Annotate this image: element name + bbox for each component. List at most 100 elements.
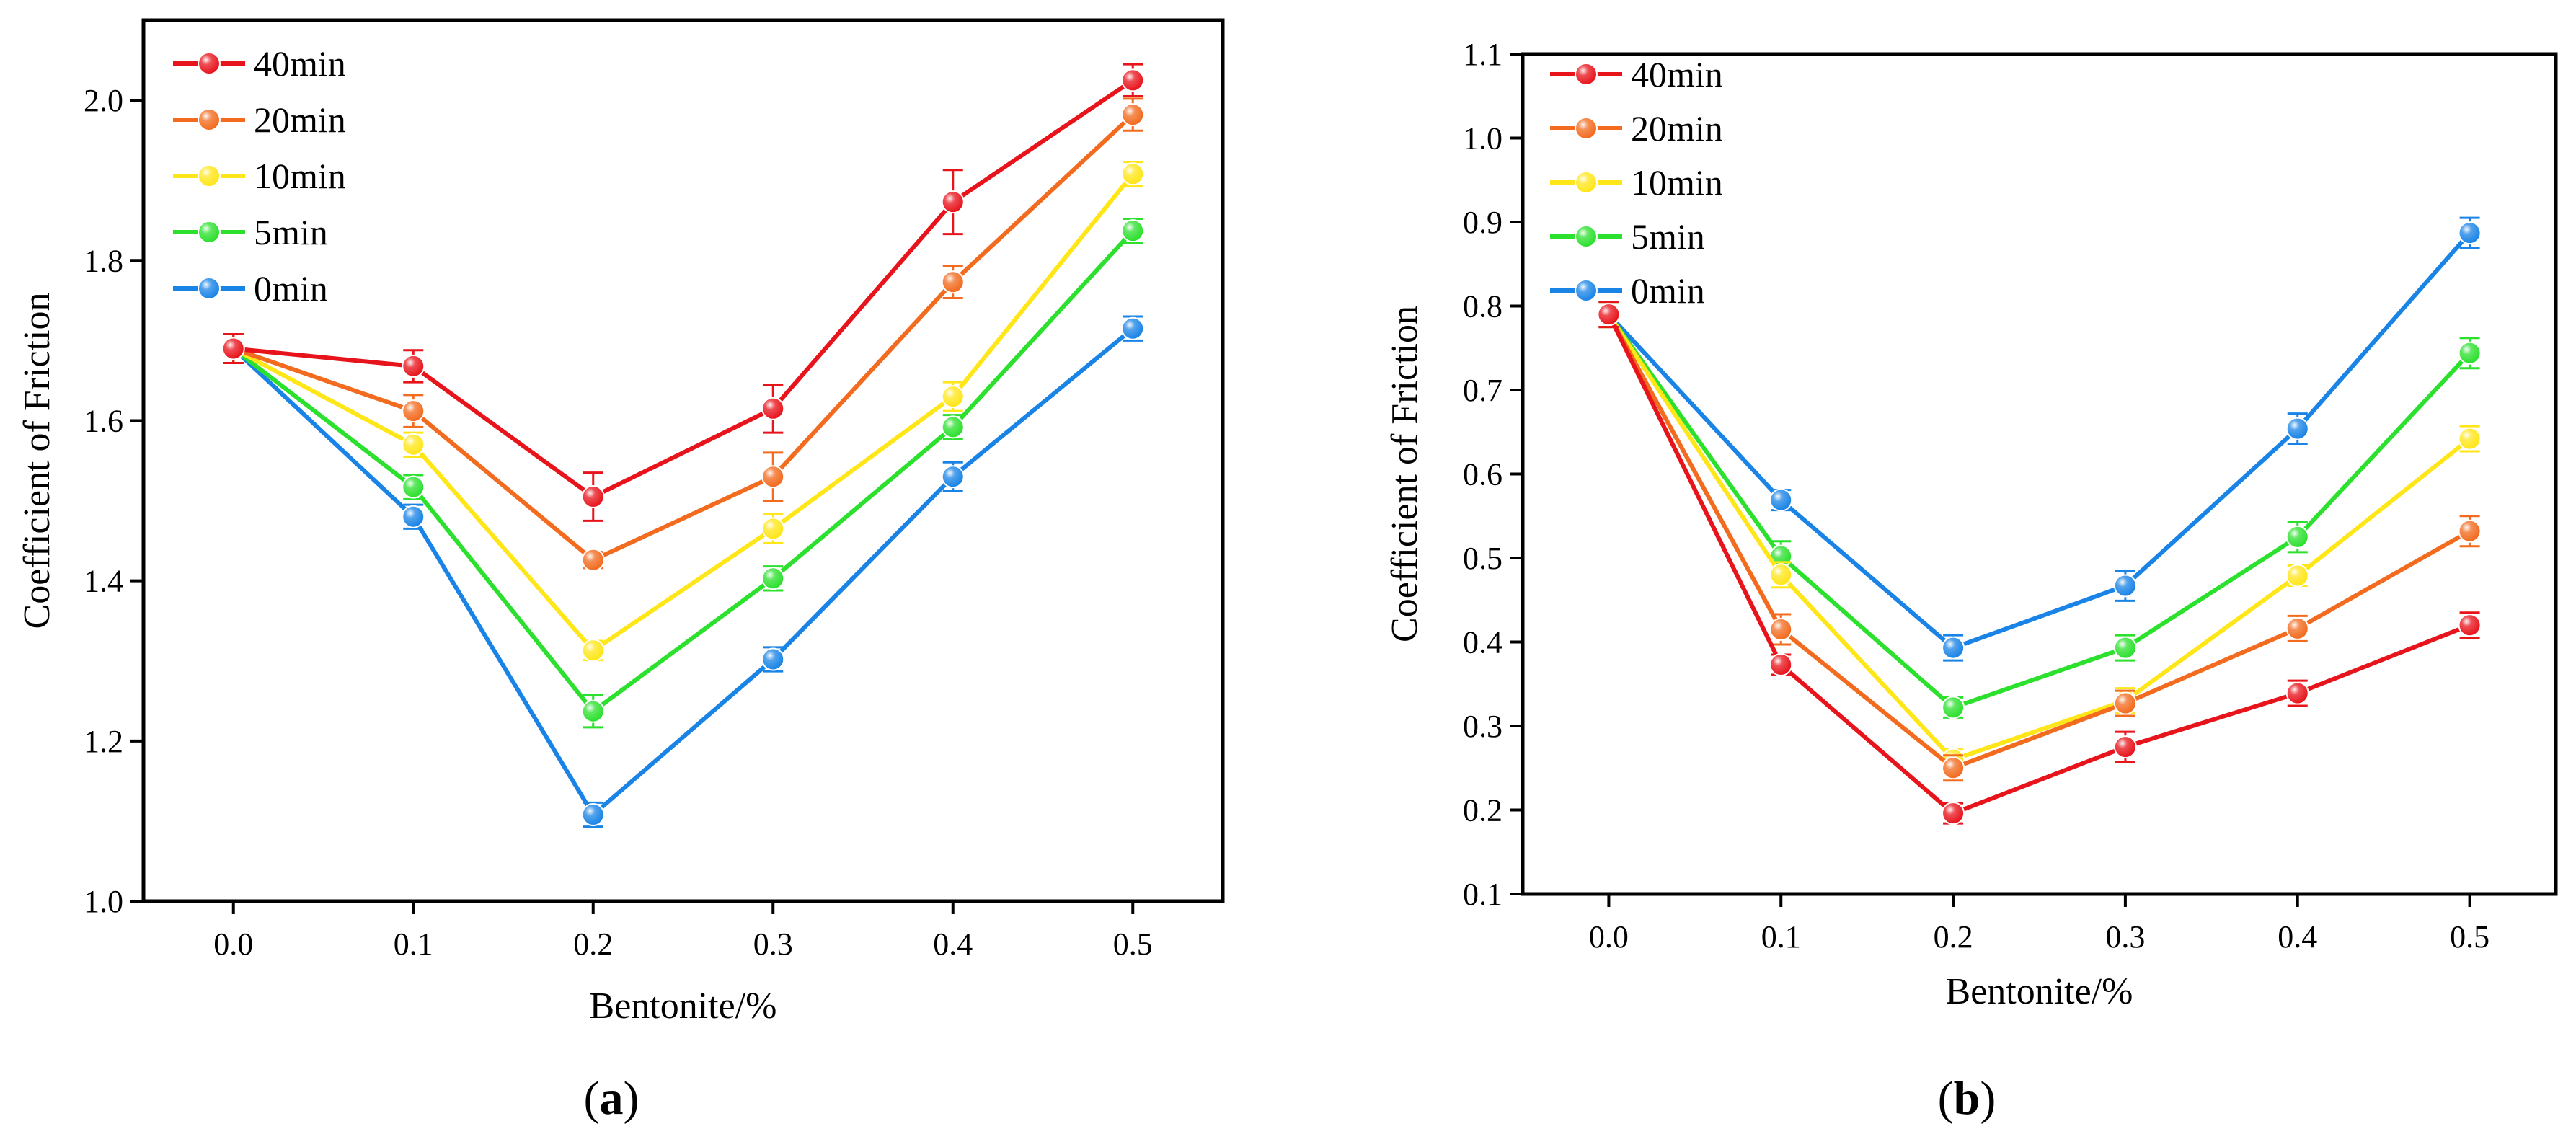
legend-label: 20min: [1631, 108, 1723, 149]
data-point-shine: [1771, 564, 1792, 585]
y-tick-label: 0.7: [1463, 373, 1502, 408]
data-point-shine: [403, 506, 424, 527]
y-tick-label: 1.8: [84, 243, 123, 278]
legend-label: 40min: [1631, 54, 1723, 94]
legend-label: 20min: [254, 99, 346, 140]
data-point-shine: [942, 386, 963, 407]
legend-marker-shine: [1576, 172, 1596, 192]
series-line: [1607, 231, 2471, 650]
data-point-shine: [1943, 637, 1964, 658]
data-point-shine: [2115, 637, 2135, 658]
legend-label: 10min: [254, 156, 346, 196]
legend-label: 5min: [1631, 216, 1705, 257]
y-tick-label: 1.6: [84, 403, 123, 438]
series-line: [231, 229, 1135, 714]
x-tick-label: 0.2: [1934, 919, 1973, 955]
data-point-shine: [583, 486, 603, 507]
y-tick-label: 2.0: [84, 83, 123, 118]
data-point-shine: [1943, 697, 1964, 718]
data-point-shine: [763, 466, 784, 487]
series-line: [1606, 313, 2471, 762]
x-axis-label: Bentonite/%: [1946, 971, 2133, 1012]
data-point-shine: [2115, 737, 2135, 758]
x-tick-label: 0.2: [573, 926, 613, 962]
data-point-shine: [583, 701, 603, 722]
data-point-shine: [763, 649, 784, 670]
data-point-shine: [2287, 683, 2308, 704]
y-tick-label: 1.1: [1463, 37, 1502, 72]
data-point-shine: [2459, 223, 2480, 244]
legend-label: 5min: [254, 212, 328, 252]
series-0min: [1597, 216, 2482, 662]
chart-panel-a: 1.0 1.2 1.4 1.6 1.8 2.0 0.0 0.1 0.2 0.3 0.4 0.5 Coef…: [17, 18, 1225, 1125]
x-tick-label: 0.3: [2105, 919, 2145, 955]
legend-marker-shine: [199, 166, 219, 186]
x-axis-label: Bentonite/%: [590, 986, 777, 1027]
data-point-shine: [1598, 304, 1619, 325]
legend-marker-shine: [199, 53, 219, 74]
data-point-shine: [403, 355, 424, 376]
y-tick-label: 0.5: [1463, 541, 1502, 576]
panel-label: (b): [1938, 1072, 1996, 1125]
series-0min: [221, 315, 1145, 828]
x-tick-label: 0.0: [213, 926, 253, 962]
panel-label-letter: a: [600, 1072, 624, 1125]
data-point-shine: [1123, 164, 1143, 185]
legend-label: 40min: [254, 43, 346, 84]
data-point-shine: [583, 549, 603, 570]
data-point-shine: [1771, 654, 1792, 675]
x-tick-label: 0.3: [753, 926, 793, 962]
data-point-shine: [583, 640, 603, 661]
y-tick-label: 0.4: [1463, 625, 1502, 660]
data-point-shine: [2287, 565, 2308, 586]
x-tick-label: 0.1: [394, 926, 433, 962]
series-line: [233, 78, 1134, 499]
legend: 40min 20min 10min 5min 0min: [173, 43, 346, 309]
data-point-shine: [403, 434, 424, 455]
data-point-shine: [2115, 575, 2135, 596]
data-point-shine: [1943, 758, 1964, 779]
legend-marker-shine: [1576, 226, 1596, 247]
panel-label-close: ): [1980, 1072, 1996, 1125]
data-point-shine: [942, 192, 963, 213]
data-point-shine: [223, 338, 244, 359]
legend: 40min 20min 10min 5min 0min: [1550, 54, 1723, 311]
series-line: [232, 112, 1135, 562]
data-point-shine: [1771, 490, 1792, 510]
y-tick-label: 0.3: [1463, 709, 1502, 744]
y-tick-label: 0.6: [1463, 457, 1502, 492]
y-tick-label: 0.9: [1463, 205, 1502, 240]
panel-label-close: ): [624, 1072, 639, 1125]
y-tick-label: 0.1: [1463, 877, 1502, 912]
chart-panel-b: 0.1 0.2 0.3 0.4 0.5 0.6 0.7 0.8 0.9 1.0 1.1 0.0 0.1 0…: [1384, 37, 2558, 1125]
legend-marker-shine: [1576, 64, 1596, 84]
series-40min: [221, 63, 1145, 522]
data-point-shine: [403, 477, 424, 497]
y-tick-label: 0.8: [1463, 289, 1502, 324]
series-line: [1606, 313, 2471, 816]
x-tick-label: 0.5: [2450, 919, 2489, 955]
legend-marker-shine: [1576, 118, 1596, 138]
legend-marker-shine: [199, 110, 219, 130]
panel-label-open: (: [584, 1072, 600, 1125]
data-point-shine: [1943, 803, 1964, 824]
x-tick-label: 0.0: [1589, 919, 1629, 955]
data-point-shine: [763, 518, 784, 539]
legend-label: 10min: [1631, 162, 1723, 203]
y-axis-label: Coefficient of Friction: [17, 293, 58, 629]
series-10min: [221, 161, 1145, 663]
y-tick-label: 1.4: [84, 564, 123, 599]
legend-marker-shine: [199, 222, 219, 242]
legend-label: 0min: [254, 268, 328, 309]
data-point-shine: [763, 398, 784, 419]
y-tick-label: 0.2: [1463, 793, 1502, 828]
data-point-shine: [1123, 318, 1143, 339]
data-point-shine: [763, 568, 784, 589]
series-line: [1606, 313, 2471, 771]
data-point-shine: [1123, 221, 1143, 242]
x-tick-label: 0.1: [1761, 919, 1801, 955]
y-axis-label: Coefficient of Friction: [1384, 306, 1425, 642]
data-point-shine: [2115, 693, 2135, 714]
data-point-shine: [403, 401, 424, 422]
